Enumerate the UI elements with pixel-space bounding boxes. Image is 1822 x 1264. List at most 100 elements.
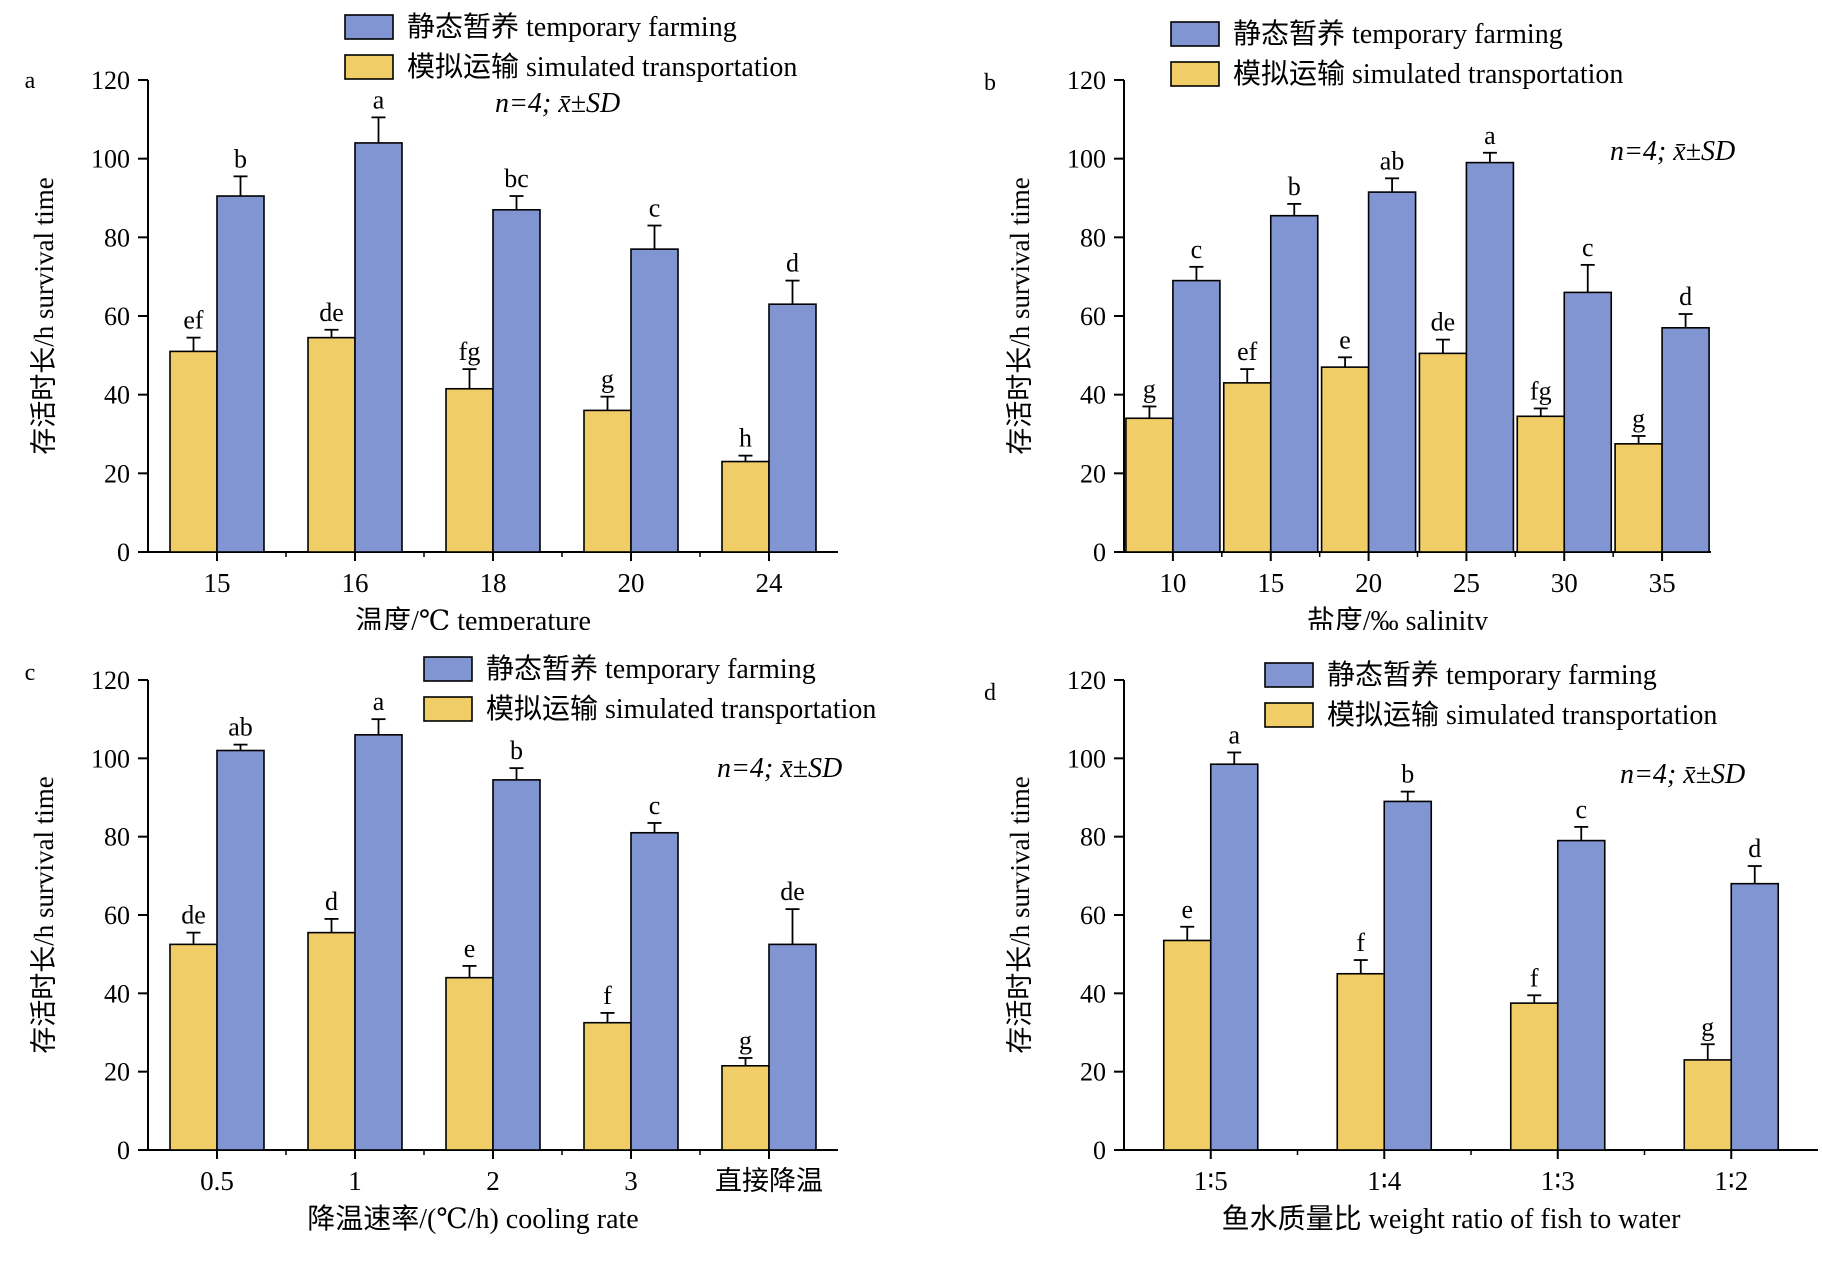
x-tick-label: 24 bbox=[756, 568, 784, 598]
bar-simulated bbox=[1509, 1002, 1559, 1151]
significance-letter: d bbox=[1679, 282, 1692, 311]
bar-temporary bbox=[492, 209, 541, 553]
bar-simulated bbox=[1336, 972, 1386, 1151]
x-axis-title: 鱼水质量比 weight ratio of fish to water bbox=[1222, 1203, 1681, 1235]
y-tick-label: 100 bbox=[1067, 145, 1106, 174]
x-tick-label: 2 bbox=[486, 1166, 500, 1196]
bar-temporary bbox=[1269, 214, 1319, 553]
significance-letter: g bbox=[1701, 1012, 1714, 1041]
y-tick-label: 100 bbox=[1067, 744, 1106, 773]
bar-temporary bbox=[354, 734, 403, 1151]
y-tick-label: 80 bbox=[104, 823, 130, 852]
significance-letter: fg bbox=[459, 337, 481, 366]
bar-simulated bbox=[721, 1064, 770, 1151]
bar-simulated bbox=[1516, 415, 1566, 553]
significance-letter: a bbox=[373, 85, 385, 114]
y-tick-label: 20 bbox=[1080, 1058, 1106, 1087]
bar-temporary bbox=[630, 831, 679, 1151]
x-tick-label: 1∶4 bbox=[1367, 1166, 1402, 1196]
y-tick-label: 20 bbox=[1080, 459, 1106, 488]
chart-panel-b: b 0 20 40 60 80 100 120 存活时长/h survival time 10 g c… bbox=[911, 0, 1822, 637]
y-tick-label: 120 bbox=[1067, 66, 1106, 95]
significance-letter: ab bbox=[1380, 146, 1405, 175]
bar-temporary bbox=[1556, 839, 1606, 1151]
legend-label-temporary: 静态暂养 temporary farming bbox=[1327, 659, 1657, 691]
bar-temporary bbox=[1383, 800, 1433, 1151]
significance-letter: b bbox=[1401, 760, 1414, 789]
y-tick-label: 20 bbox=[104, 459, 130, 488]
y-tick-label: 40 bbox=[1080, 381, 1106, 410]
bar-temporary bbox=[768, 943, 817, 1151]
panel-label: b bbox=[984, 70, 996, 96]
x-tick-label: 20 bbox=[618, 568, 645, 598]
significance-letter: e bbox=[1339, 325, 1351, 354]
significance-letter: de bbox=[319, 298, 344, 327]
stat-annotation: n=4; x̄±SD bbox=[495, 88, 620, 119]
x-axis-title: 温度/℃ temperature bbox=[355, 605, 591, 630]
y-axis-title: 存活时长/h survival time bbox=[1005, 177, 1035, 454]
significance-letter: g bbox=[601, 365, 614, 394]
y-axis-title: 存活时长/h survival time bbox=[29, 776, 59, 1053]
significance-letter: a bbox=[1228, 720, 1240, 749]
legend-swatch-simulated bbox=[344, 54, 394, 80]
significance-letter: a bbox=[1484, 121, 1496, 150]
significance-letter: d bbox=[325, 887, 338, 916]
x-tick-label: 3 bbox=[624, 1166, 638, 1196]
bar-simulated bbox=[1320, 366, 1370, 553]
bar-temporary bbox=[216, 195, 265, 553]
chart-svg: c 0 20 40 60 80 100 120 存活时长/h survival time 0.5 d… bbox=[25, 653, 877, 1235]
x-tick-label: 15 bbox=[204, 568, 231, 598]
significance-letter: f bbox=[1356, 928, 1365, 957]
bar-simulated bbox=[1162, 939, 1212, 1151]
y-tick-label: 0 bbox=[1093, 1136, 1106, 1165]
y-tick-label: 0 bbox=[1093, 538, 1106, 567]
y-tick-label: 60 bbox=[104, 302, 130, 331]
legend-label-temporary: 静态暂养 temporary farming bbox=[486, 653, 816, 685]
significance-letter: ab bbox=[228, 713, 253, 742]
legend-swatch-simulated bbox=[1170, 61, 1220, 87]
x-tick-label: 15 bbox=[1257, 568, 1284, 598]
chart-svg: d 0 20 40 60 80 100 120 存活时长/h survival time 1∶5 e… bbox=[984, 659, 1818, 1235]
bar-simulated bbox=[1683, 1059, 1733, 1151]
bar-temporary bbox=[1465, 161, 1515, 553]
significance-letter: g bbox=[739, 1026, 752, 1055]
significance-letter: ef bbox=[1237, 337, 1258, 366]
bar-simulated bbox=[445, 387, 494, 553]
y-tick-label: 40 bbox=[104, 979, 130, 1008]
significance-letter: de bbox=[780, 877, 805, 906]
legend-label-temporary: 静态暂养 temporary farming bbox=[407, 11, 737, 43]
panel-label: c bbox=[25, 660, 36, 686]
bar-temporary bbox=[630, 248, 679, 553]
legend-swatch-simulated bbox=[423, 696, 473, 722]
bar-temporary bbox=[1661, 326, 1710, 553]
significance-letter: de bbox=[181, 901, 206, 930]
x-tick-label: 30 bbox=[1551, 568, 1578, 598]
significance-letter: c bbox=[649, 791, 661, 820]
significance-letter: h bbox=[739, 424, 752, 453]
significance-letter: e bbox=[464, 934, 476, 963]
bar-temporary bbox=[354, 142, 403, 553]
chart-panel-d: d 0 20 40 60 80 100 120 存活时长/h survival time 1∶5 e… bbox=[911, 630, 1822, 1259]
y-tick-label: 80 bbox=[1080, 823, 1106, 852]
significance-letter: ef bbox=[183, 306, 204, 335]
stat-annotation: n=4; x̄±SD bbox=[717, 753, 842, 784]
chart-svg: a 0 20 40 60 80 100 120 存活时长/h survival time 15 ef… bbox=[25, 11, 838, 637]
significance-letter: c bbox=[1575, 795, 1587, 824]
bar-temporary bbox=[1209, 763, 1259, 1151]
x-tick-label: 0.5 bbox=[200, 1166, 234, 1196]
y-tick-label: 60 bbox=[1080, 901, 1106, 930]
chart-panel-a: a 0 20 40 60 80 100 120 存活时长/h survival time 15 ef… bbox=[0, 0, 911, 637]
y-tick-label: 80 bbox=[1080, 223, 1106, 252]
x-tick-label: 18 bbox=[480, 568, 507, 598]
y-axis-title: 存活时长/h survival time bbox=[29, 177, 59, 454]
bar-temporary bbox=[492, 779, 541, 1151]
significance-letter: fg bbox=[1530, 376, 1552, 405]
legend-swatch-temporary bbox=[1264, 662, 1314, 688]
x-tick-label: 20 bbox=[1355, 568, 1382, 598]
significance-letter: d bbox=[1748, 834, 1761, 863]
bar-simulated bbox=[583, 409, 632, 553]
chart-svg: b 0 20 40 60 80 100 120 存活时长/h survival time 10 g c… bbox=[984, 18, 1735, 637]
bar-simulated bbox=[1614, 443, 1663, 553]
significance-letter: g bbox=[1632, 404, 1645, 433]
bar-simulated bbox=[1222, 382, 1272, 553]
